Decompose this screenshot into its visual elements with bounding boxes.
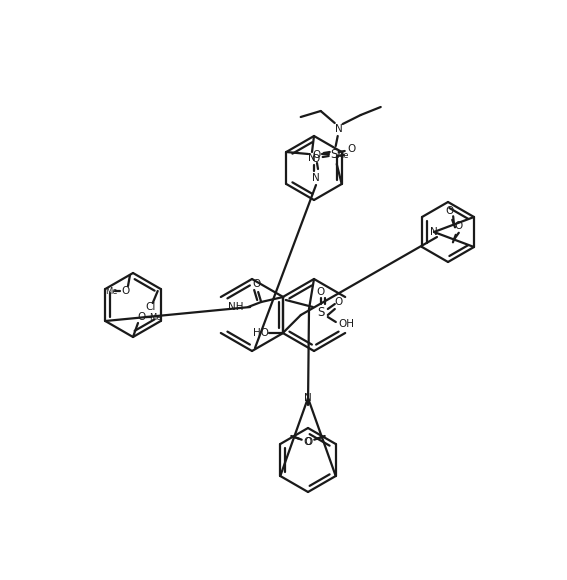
Text: O: O — [317, 287, 325, 297]
Text: HO: HO — [253, 328, 269, 338]
Text: O: O — [252, 279, 260, 289]
Text: O: O — [335, 297, 343, 307]
Text: S: S — [330, 147, 337, 161]
Text: Me: Me — [105, 287, 117, 295]
Text: S: S — [317, 306, 324, 318]
Text: N: N — [308, 153, 316, 163]
Text: N: N — [304, 393, 312, 403]
Text: O: O — [304, 437, 313, 447]
Text: N: N — [335, 124, 342, 134]
Text: N: N — [430, 227, 438, 237]
Text: O: O — [348, 144, 356, 154]
Text: Cl: Cl — [146, 302, 156, 312]
Text: O: O — [312, 150, 320, 160]
Text: N: N — [312, 173, 320, 183]
Text: Me: Me — [149, 313, 161, 321]
Text: NH: NH — [229, 302, 244, 312]
Text: O: O — [455, 222, 463, 231]
Text: O: O — [137, 312, 145, 322]
Text: OH: OH — [339, 319, 355, 329]
Text: O: O — [121, 286, 129, 296]
Text: O: O — [445, 206, 453, 216]
Text: O: O — [303, 437, 311, 447]
Text: Me: Me — [336, 150, 349, 160]
Text: O: O — [312, 154, 320, 164]
